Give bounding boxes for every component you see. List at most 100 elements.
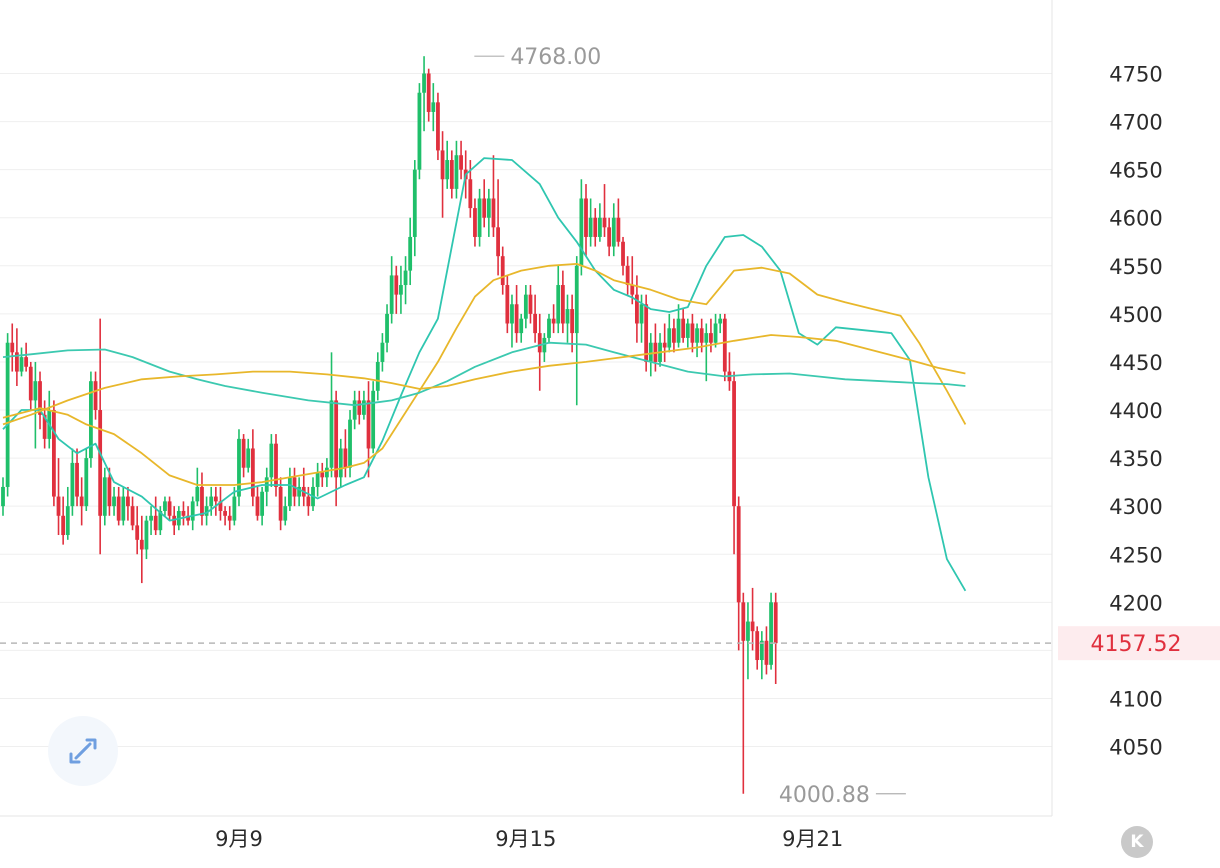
candle-down xyxy=(223,510,227,516)
candle-down xyxy=(366,400,371,449)
candle-down xyxy=(130,506,135,526)
candle-up xyxy=(70,462,75,507)
candle-up xyxy=(695,328,699,343)
candle-down xyxy=(241,438,246,468)
candle-up xyxy=(759,640,764,661)
candle-down xyxy=(505,285,510,324)
candle-down xyxy=(602,217,607,228)
candle-up xyxy=(209,496,214,507)
candle-down xyxy=(126,496,130,507)
candle-up xyxy=(523,294,528,319)
candle-down xyxy=(139,539,144,550)
candle-down xyxy=(755,631,760,661)
candle-up xyxy=(375,361,380,391)
candle-down xyxy=(28,366,33,401)
candle-up xyxy=(542,337,547,353)
candle-down xyxy=(255,496,260,516)
candle-up xyxy=(422,73,426,93)
candle-down xyxy=(227,515,232,521)
candle-up xyxy=(84,458,89,507)
candle-down xyxy=(42,414,47,439)
candle-up xyxy=(639,304,644,324)
candle-down xyxy=(459,155,463,170)
candle-down xyxy=(468,179,473,209)
candle-down xyxy=(135,525,140,540)
candle-down xyxy=(741,602,746,641)
candle-up xyxy=(269,443,274,478)
candle-down xyxy=(722,318,727,372)
y-tick-label: 4650 xyxy=(1109,159,1162,183)
candle-up xyxy=(287,477,292,507)
y-tick-label: 4600 xyxy=(1109,207,1162,231)
candle-up xyxy=(163,501,167,511)
candle-up xyxy=(685,323,690,338)
y-tick-label: 4350 xyxy=(1109,447,1162,471)
candle-down xyxy=(681,318,686,338)
candle-up xyxy=(399,285,403,295)
expand-chart-button[interactable] xyxy=(48,716,118,786)
candle-down xyxy=(662,342,667,348)
candle-up xyxy=(89,381,93,459)
candle-down xyxy=(634,294,639,324)
candle-up xyxy=(565,309,570,324)
y-tick-label: 4450 xyxy=(1109,351,1162,375)
current-price-tag: 4157.52 xyxy=(1058,626,1220,661)
candle-up xyxy=(667,328,672,348)
candle-up xyxy=(486,198,491,218)
candle-down xyxy=(200,486,204,516)
candle-up xyxy=(704,333,709,343)
moving-average-lines xyxy=(2,157,967,592)
min-price-marker: 4000.88 xyxy=(779,783,906,808)
candle-up xyxy=(519,318,524,334)
candle-up xyxy=(556,285,561,324)
candle-down xyxy=(699,328,704,343)
candle-up xyxy=(260,491,265,516)
candle-up xyxy=(362,400,366,415)
candle-down xyxy=(584,198,588,237)
candle-down xyxy=(10,342,15,353)
candle-up xyxy=(718,318,723,324)
candle-up xyxy=(324,467,329,478)
candle-down xyxy=(79,496,84,507)
candle-up xyxy=(144,520,149,550)
candle-down xyxy=(167,501,172,516)
candle-up xyxy=(65,506,70,536)
candle-down xyxy=(630,285,635,295)
candle-down xyxy=(625,265,630,286)
kline-toggle-button[interactable]: K xyxy=(1121,826,1153,858)
candle-up xyxy=(574,265,579,334)
candle-up xyxy=(579,198,584,266)
candle-down xyxy=(736,506,741,603)
max-price-marker: 4768.00 xyxy=(474,45,601,70)
candle-down xyxy=(449,160,454,189)
x-tick-label: 9月9 xyxy=(215,827,263,851)
candle-up xyxy=(445,160,450,180)
candle-down xyxy=(186,515,190,521)
y-tick-label: 4100 xyxy=(1109,687,1162,711)
candle-down xyxy=(750,621,755,632)
candle-up xyxy=(338,448,343,478)
candle-up xyxy=(112,496,116,507)
ma_long_yellow-line xyxy=(2,334,966,426)
candle-up xyxy=(237,438,241,497)
grid-lines xyxy=(0,73,1052,748)
candles-layer xyxy=(1,56,778,794)
candle-up xyxy=(713,323,718,343)
candle-up xyxy=(149,515,153,521)
candle-up xyxy=(190,501,195,521)
candle-down xyxy=(644,304,649,362)
candle-down xyxy=(274,443,278,487)
candle-down xyxy=(153,515,158,531)
x-tick-label: 9月15 xyxy=(495,827,556,851)
y-tick-label: 4700 xyxy=(1109,111,1162,135)
candle-down xyxy=(560,285,565,324)
ma_mid-line xyxy=(2,262,967,486)
candle-up xyxy=(204,506,209,516)
candle-up xyxy=(315,472,320,487)
candle-down xyxy=(218,501,223,511)
candle-down xyxy=(306,496,311,507)
candle-down xyxy=(278,486,283,521)
candle-up xyxy=(158,510,163,531)
candle-up xyxy=(371,390,376,449)
